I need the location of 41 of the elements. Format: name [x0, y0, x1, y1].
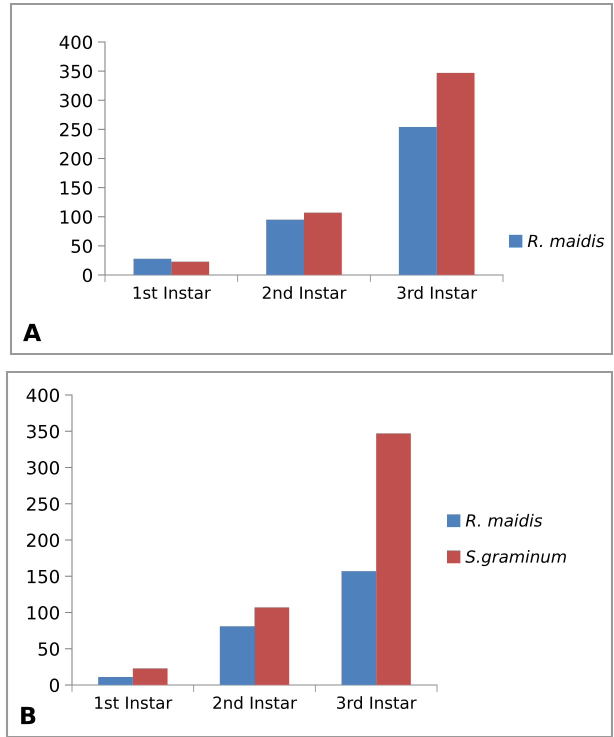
- y-tick-label: 200: [60, 152, 92, 166]
- x-tick-label: 1st Instar: [95, 696, 172, 710]
- legend-label: R. maidis: [528, 234, 604, 248]
- x-tick-label: 2nd Instar: [262, 286, 346, 300]
- bar: [98, 677, 133, 685]
- bar: [220, 626, 254, 685]
- y-tick-label: 100: [28, 606, 59, 620]
- y-tick-label: 50: [38, 642, 59, 656]
- y-tick-label: 150: [60, 181, 92, 195]
- bar: [132, 668, 168, 685]
- y-tick-label: 0: [50, 678, 59, 692]
- x-tick-label: 2nd Instar: [213, 696, 297, 710]
- bar: [341, 571, 376, 685]
- bar: [266, 220, 304, 275]
- y-tick-label: 250: [27, 497, 59, 511]
- legend-label: S.graminum: [465, 550, 566, 566]
- x-tick-label: 1st Instar: [134, 286, 211, 300]
- y-tick-label: 300: [27, 460, 59, 475]
- x-tick-label: 3rd Instar: [398, 286, 478, 300]
- y-tick-label: 200: [27, 533, 59, 548]
- y-tick-label: 400: [60, 35, 92, 50]
- text: B: [21, 706, 36, 724]
- bar: [171, 262, 210, 275]
- y-tick-label: 50: [72, 239, 92, 253]
- bar: [436, 72, 474, 275]
- y-tick-label: 0: [82, 268, 92, 282]
- y-tick-label: 350: [60, 64, 92, 78]
- bar: [134, 258, 172, 275]
- y-tick-label: 400: [26, 388, 59, 402]
- bar: [304, 212, 342, 275]
- legend-label: R. maidis: [466, 514, 542, 527]
- y-tick-label: 150: [28, 570, 59, 584]
- y-tick-label: 250: [60, 122, 92, 136]
- bar: [254, 607, 290, 685]
- y-tick-label: 100: [60, 210, 92, 224]
- text: A: [23, 324, 42, 342]
- bar: [398, 127, 437, 275]
- y-tick-label: 350: [27, 424, 59, 438]
- y-tick-label: 300: [60, 94, 92, 108]
- bar: [376, 433, 411, 685]
- x-tick-label: 3rd Instar: [337, 696, 417, 710]
